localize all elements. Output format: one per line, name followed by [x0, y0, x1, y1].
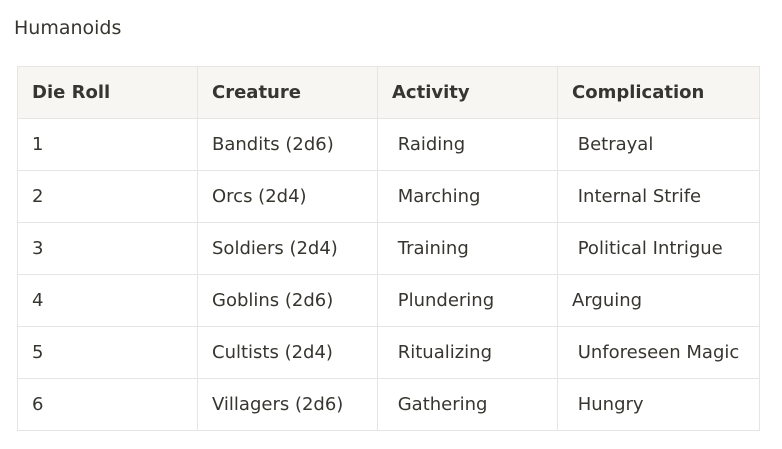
creature-cell: Bandits (2d6): [197, 118, 378, 171]
table-row: 6 Villagers (2d6) Gathering Hungry: [17, 378, 760, 431]
activity-cell: Raiding: [377, 118, 558, 171]
table-row: 2 Orcs (2d4) Marching Internal Strife: [17, 170, 760, 223]
creature-cell: Soldiers (2d4): [197, 222, 378, 275]
activity-cell: Training: [377, 222, 558, 275]
table-row: 5 Cultists (2d4) Ritualizing Unforeseen M…: [17, 326, 760, 379]
creature-cell: Goblins (2d6): [197, 274, 378, 327]
humanoids-table: Die Roll Creature Activity Complication …: [17, 66, 760, 431]
table-row: 3 Soldiers (2d4) Training Political Intri…: [17, 222, 760, 275]
complication-cell: Arguing: [557, 274, 760, 327]
complication-cell: Political Intrigue: [557, 222, 760, 275]
activity-cell: Ritualizing: [377, 326, 558, 379]
activity-cell: Plundering: [377, 274, 558, 327]
table-row: 4 Goblins (2d6) Plundering Arguing: [17, 274, 760, 327]
die-roll-cell: 6: [17, 378, 198, 431]
activity-cell: Gathering: [377, 378, 558, 431]
complication-cell: Unforeseen Magic: [557, 326, 760, 379]
die-roll-cell: 5: [17, 326, 198, 379]
header-activity: Activity: [377, 66, 558, 119]
complication-cell: Hungry: [557, 378, 760, 431]
header-complication: Complication: [557, 66, 760, 119]
header-row: Die Roll Creature Activity Complication: [17, 66, 760, 119]
header-creature: Creature: [197, 66, 378, 119]
die-roll-cell: 4: [17, 274, 198, 327]
die-roll-cell: 3: [17, 222, 198, 275]
header-die-roll: Die Roll: [17, 66, 198, 119]
complication-cell: Internal Strife: [557, 170, 760, 223]
complication-cell: Betrayal: [557, 118, 760, 171]
creature-cell: Orcs (2d4): [197, 170, 378, 223]
die-roll-cell: 2: [17, 170, 198, 223]
table-row: 1 Bandits (2d6) Raiding Betrayal: [17, 118, 760, 171]
die-roll-cell: 1: [17, 118, 198, 171]
table-title: Humanoids: [14, 17, 122, 39]
creature-cell: Villagers (2d6): [197, 378, 378, 431]
creature-cell: Cultists (2d4): [197, 326, 378, 379]
activity-cell: Marching: [377, 170, 558, 223]
